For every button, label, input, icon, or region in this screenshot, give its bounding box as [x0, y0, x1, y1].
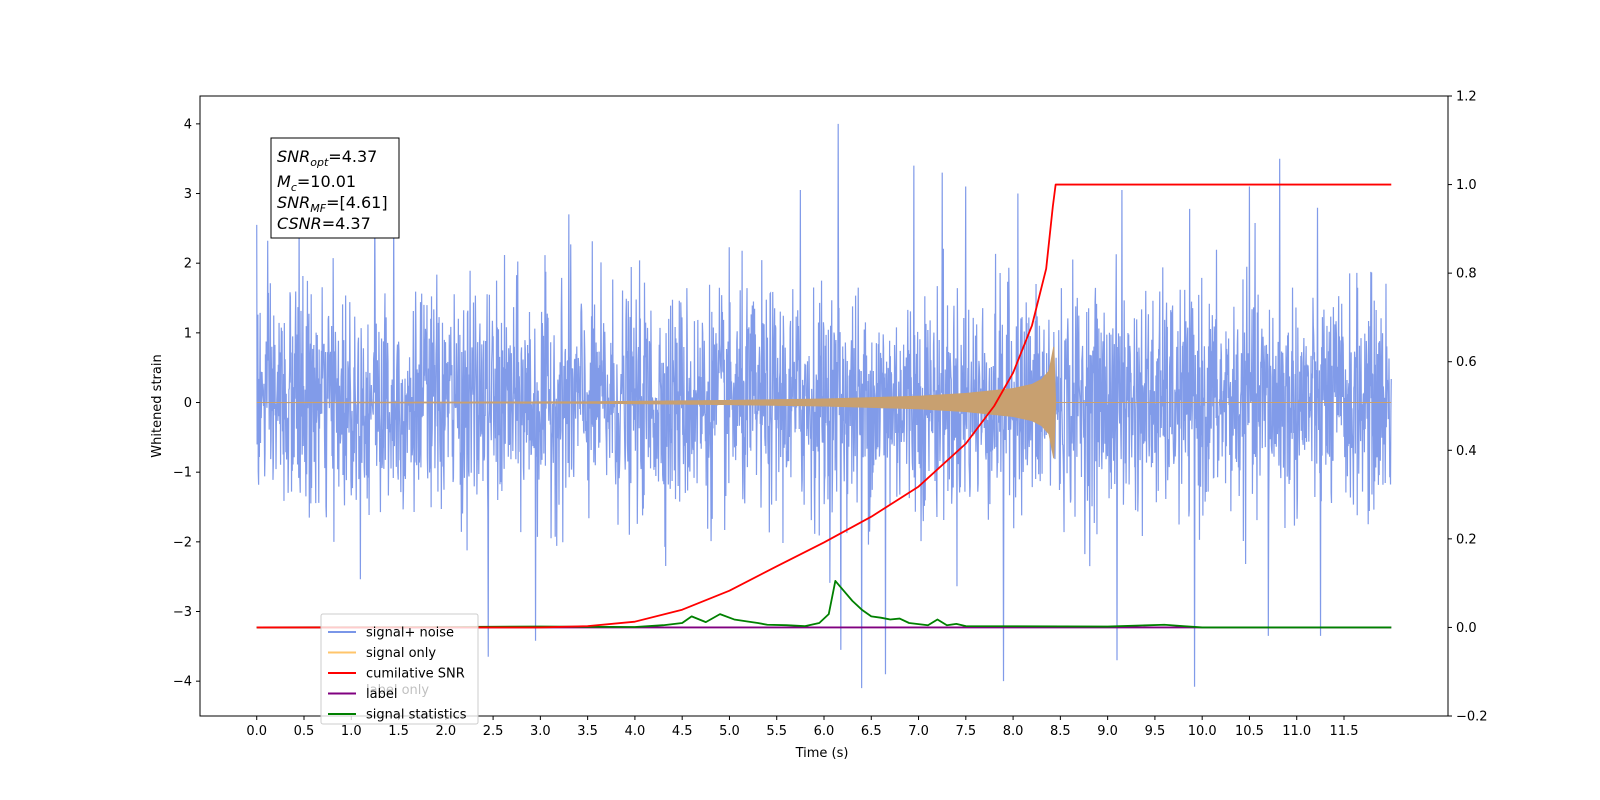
- annotation-snr-mf: SNRMF=[4.61]: [277, 193, 388, 215]
- x-tick-label: 5.5: [766, 724, 787, 739]
- y-left-tick-label: −4: [173, 675, 192, 690]
- legend-item: signal statistics: [328, 708, 467, 723]
- legend-hidden-text: label only: [366, 683, 429, 698]
- y-right-tick-label: 0.2: [1456, 532, 1477, 547]
- annotation-frame: [270, 137, 400, 239]
- x-tick-label: 7.0: [908, 724, 929, 739]
- legend-label: signal+ noise: [366, 626, 454, 641]
- signal-statistics-line: [256, 580, 1392, 629]
- x-tick-label: 2.5: [483, 724, 504, 739]
- x-tick-label: 6.5: [861, 724, 882, 739]
- signal-noise-series: [256, 123, 1392, 689]
- x-tick-label: 2.0: [435, 724, 456, 739]
- x-axis: 0.0 0.5 1.0 1.5 2.0 2.5 3.0 3.5 4.0 4.5 5.0 5.5 6.0 6…: [246, 716, 1358, 739]
- x-tick-label: 9.5: [1145, 724, 1166, 739]
- y-right-tick-label: 0.8: [1456, 267, 1477, 282]
- x-tick-label: 1.5: [388, 724, 409, 739]
- legend-label: cumilative SNR: [366, 667, 465, 682]
- x-tick-label: 8.5: [1050, 724, 1071, 739]
- x-tick-label: 3.0: [530, 724, 551, 739]
- legend-label: label: [366, 687, 397, 702]
- legend-label: signal only: [366, 646, 436, 661]
- x-tick-label: 1.0: [341, 724, 362, 739]
- y-left-tick-label: 3: [184, 187, 192, 202]
- signal-only-area: [256, 346, 1392, 459]
- signal-only-series: [256, 346, 1392, 459]
- y-axis-left-label: Whitened strain: [150, 354, 165, 457]
- annotation-box: SNRopt=4.37 Mc=10.01 SNRMF=[4.61] CSNR=4…: [270, 137, 400, 239]
- x-tick-label: 11.0: [1282, 724, 1311, 739]
- legend-label: signal statistics: [366, 708, 467, 723]
- annotation-csnr: CSNR=4.37: [277, 214, 371, 233]
- y-left-tick-label: 0: [184, 396, 192, 411]
- annotation-snr-opt: SNRopt=4.37: [277, 147, 377, 169]
- x-tick-label: 7.5: [955, 724, 976, 739]
- y-left-tick-label: 2: [184, 257, 192, 272]
- legend-item: signal+ noise: [328, 626, 454, 641]
- x-tick-label: 4.0: [625, 724, 646, 739]
- y-left-tick-label: −2: [173, 535, 192, 550]
- annotation-mc: Mc=10.01: [277, 172, 356, 194]
- y-left-tick-label: −3: [173, 605, 192, 620]
- y-right-tick-label: 1.2: [1456, 90, 1477, 105]
- y-right-tick-label: 0.4: [1456, 444, 1477, 459]
- x-tick-label: 0.0: [246, 724, 267, 739]
- legend-frame: [320, 613, 479, 725]
- x-tick-label: 10.5: [1235, 724, 1264, 739]
- x-tick-label: 5.0: [719, 724, 740, 739]
- x-tick-label: 9.0: [1097, 724, 1118, 739]
- y-axis-right: −0.2 0.0 0.2 0.4 0.6 0.8 1.0 1.2: [1448, 90, 1488, 725]
- x-tick-label: 10.0: [1188, 724, 1217, 739]
- y-left-tick-label: −1: [173, 466, 192, 481]
- x-tick-label: 11.5: [1330, 724, 1359, 739]
- x-tick-label: 4.5: [672, 724, 693, 739]
- y-right-tick-label: 0.6: [1456, 355, 1477, 370]
- signal-noise-line: [256, 123, 1392, 689]
- y-right-tick-label: 0.0: [1456, 621, 1477, 636]
- x-axis-label: Time (s): [795, 746, 849, 761]
- x-tick-label: 3.5: [577, 724, 598, 739]
- x-tick-label: 8.0: [1003, 724, 1024, 739]
- legend: label only signal+ noise signal only cumil…: [320, 613, 479, 725]
- cumilative-snr-line: [256, 183, 1392, 629]
- legend-item: signal only: [328, 646, 436, 661]
- legend-item: label: [328, 687, 397, 702]
- y-axis-left: −4 −3 −2 −1 0 1 2 3 4: [173, 117, 200, 690]
- y-left-tick-label: 1: [184, 326, 192, 341]
- legend-item: cumilative SNR: [328, 667, 465, 682]
- y-right-tick-label: −0.2: [1456, 710, 1488, 725]
- y-right-tick-label: 1.0: [1456, 178, 1477, 193]
- y-left-tick-label: 4: [184, 117, 192, 132]
- x-tick-label: 6.0: [814, 724, 835, 739]
- x-tick-label: 0.5: [294, 724, 315, 739]
